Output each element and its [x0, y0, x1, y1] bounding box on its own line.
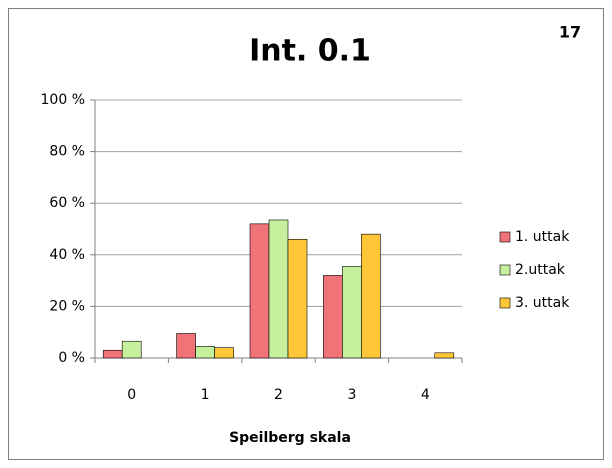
- bar: [342, 266, 362, 359]
- x-tick-label: 1: [201, 387, 210, 403]
- chart-title: Int. 0.1: [249, 34, 371, 69]
- x-tick-label: 3: [347, 387, 356, 403]
- legend-swatch: [499, 231, 511, 243]
- y-tick-label: 0 %: [58, 350, 85, 366]
- x-axis-label: Speilberg skala: [229, 430, 351, 446]
- legend-swatch: [499, 297, 511, 309]
- bar: [361, 233, 381, 359]
- y-tick-label: 100 %: [41, 92, 85, 108]
- x-tick-label: 2: [274, 387, 283, 403]
- bar: [176, 333, 196, 359]
- y-tick-label: 60 %: [49, 195, 85, 211]
- bar: [102, 349, 123, 359]
- bar: [249, 223, 270, 359]
- legend-label: 3. uttak: [515, 295, 570, 311]
- bar: [268, 219, 289, 359]
- legend-swatch: [499, 264, 511, 276]
- legend-label: 2.uttak: [515, 262, 566, 278]
- bar: [434, 352, 455, 359]
- x-tick-label: 0: [127, 387, 136, 403]
- bar: [323, 275, 343, 359]
- bar: [121, 340, 142, 359]
- bar: [287, 239, 308, 359]
- bar: [214, 347, 234, 359]
- annotation: 17: [559, 23, 581, 42]
- y-tick-label: 40 %: [49, 247, 85, 263]
- legend-label: 1. uttak: [515, 229, 570, 245]
- y-tick-label: 20 %: [49, 298, 85, 314]
- y-tick-label: 80 %: [49, 144, 85, 160]
- bar: [195, 346, 215, 359]
- x-tick-label: 4: [421, 387, 430, 403]
